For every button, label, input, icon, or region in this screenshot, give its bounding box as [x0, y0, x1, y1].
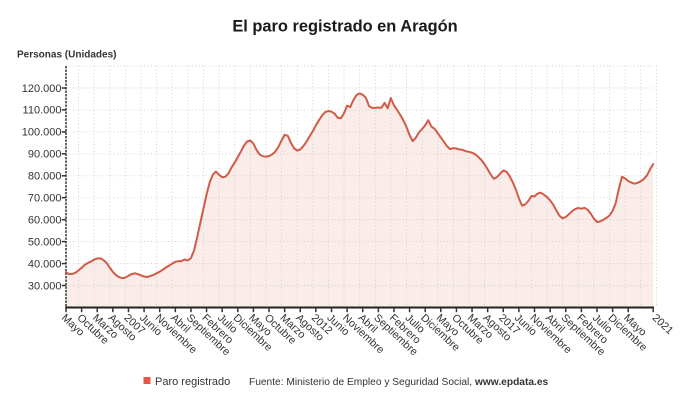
svg-text:Personas (Unidades): Personas (Unidades): [17, 49, 116, 60]
svg-text:120.000: 120.000: [22, 83, 62, 95]
svg-text:Fuente: Ministerio de Empleo y: Fuente: Ministerio de Empleo y Seguridad…: [249, 377, 549, 388]
svg-text:70.000: 70.000: [28, 193, 62, 205]
svg-text:30.000: 30.000: [28, 280, 62, 292]
svg-text:El paro registrado en Aragón: El paro registrado en Aragón: [232, 18, 457, 36]
svg-text:90.000: 90.000: [28, 149, 62, 161]
svg-text:50.000: 50.000: [28, 236, 62, 248]
svg-text:100.000: 100.000: [22, 127, 62, 139]
svg-text:Paro registrado: Paro registrado: [155, 376, 230, 388]
svg-text:80.000: 80.000: [28, 171, 62, 183]
svg-text:110.000: 110.000: [23, 105, 62, 117]
svg-text:60.000: 60.000: [28, 215, 62, 227]
svg-text:40.000: 40.000: [28, 258, 62, 270]
